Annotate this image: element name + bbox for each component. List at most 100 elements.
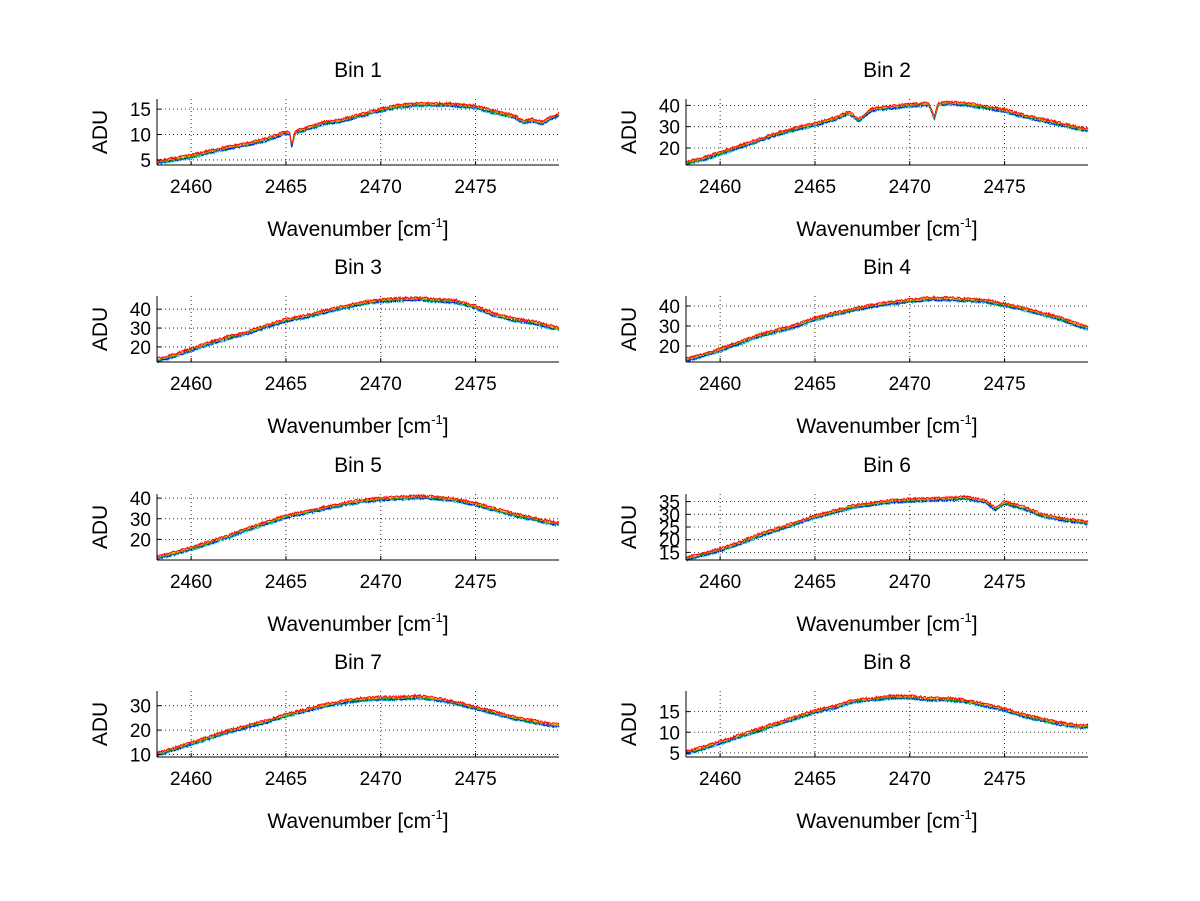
series-line-4: [685, 694, 1089, 753]
y-tick-label: 40: [659, 96, 680, 117]
series-line-3: [156, 495, 560, 559]
x-axis-label: Wavenumber [cm-1]: [796, 215, 977, 241]
series-line-3: [685, 496, 1089, 560]
subplot-title: Bin 6: [863, 454, 911, 477]
series-line-5: [685, 693, 1089, 754]
x-tick-label: 2475: [454, 769, 496, 790]
series-line-1: [156, 696, 560, 758]
x-tick-label: 2470: [889, 769, 931, 790]
x-tick-label: 2465: [794, 769, 836, 790]
subplot-title: Bin 8: [863, 651, 911, 674]
subplot-title: Bin 5: [334, 454, 382, 477]
x-tick-label: 2470: [889, 374, 931, 395]
x-tick-label: 2460: [170, 769, 212, 790]
series-line-1: [156, 298, 560, 364]
y-axis-label: ADU: [618, 702, 641, 746]
series-line-1: [156, 496, 559, 560]
y-tick-label: 40: [659, 297, 680, 318]
series-line-4: [685, 100, 1089, 164]
x-tick-label: 2460: [170, 177, 212, 198]
series-line-5: [156, 295, 560, 359]
x-tick-label: 2465: [265, 374, 307, 395]
series-line-4: [685, 296, 1089, 361]
x-tick-label: 2465: [794, 177, 836, 198]
series-line-2: [156, 297, 560, 363]
x-tick-label: 2465: [265, 177, 307, 198]
x-tick-label: 2465: [794, 572, 836, 593]
subplot-title: Bin 4: [863, 256, 911, 279]
y-tick-label: 15: [659, 703, 680, 724]
series-line-3: [685, 101, 1089, 166]
x-axis-label: Wavenumber [cm-1]: [267, 807, 448, 833]
y-tick-label: 30: [130, 697, 151, 718]
x-tick-label: 2470: [360, 177, 402, 198]
series-line-5: [685, 295, 1089, 360]
x-tick-label: 2470: [360, 572, 402, 593]
series-line-4: [156, 494, 560, 559]
y-tick-label: 20: [659, 531, 680, 552]
subplot-title: Bin 1: [334, 59, 382, 82]
y-tick-label: 40: [130, 300, 151, 321]
series-line-4: [156, 694, 560, 755]
y-tick-label: 20: [659, 139, 680, 160]
y-axis-label: ADU: [89, 110, 112, 154]
series-line-5: [156, 493, 560, 558]
y-tick-label: 5: [140, 151, 151, 172]
x-tick-label: 2460: [170, 572, 212, 593]
x-tick-label: 2465: [265, 572, 307, 593]
y-axis-label: ADU: [89, 702, 112, 746]
y-tick-label: 30: [130, 319, 151, 340]
y-axis-label: ADU: [618, 307, 641, 351]
series-line-2: [685, 695, 1089, 755]
series-line-1: [685, 102, 1089, 166]
series-line-3: [156, 694, 560, 756]
x-tick-label: 2470: [889, 572, 931, 593]
x-tick-label: 2470: [360, 374, 402, 395]
x-tick-label: 2475: [454, 177, 496, 198]
y-axis-label: ADU: [618, 110, 641, 154]
y-tick-label: 40: [130, 489, 151, 510]
x-axis-label: Wavenumber [cm-1]: [267, 215, 448, 241]
x-tick-label: 2475: [454, 374, 496, 395]
series-line-5: [685, 100, 1089, 163]
series-line-2: [686, 496, 1089, 561]
y-axis-label: ADU: [89, 505, 112, 549]
x-axis-label: Wavenumber [cm-1]: [796, 807, 977, 833]
series-line-5: [156, 693, 560, 755]
x-tick-label: 2465: [794, 374, 836, 395]
y-tick-label: 20: [130, 530, 151, 551]
y-tick-label: 20: [659, 337, 680, 358]
x-axis-label: Wavenumber [cm-1]: [796, 412, 977, 438]
y-tick-label: 20: [130, 338, 151, 359]
y-tick-label: 30: [659, 317, 680, 338]
series-line-2: [156, 495, 560, 561]
subplot-title: Bin 2: [863, 59, 911, 82]
y-tick-label: 25: [659, 518, 680, 539]
x-axis-label: Wavenumber [cm-1]: [796, 610, 977, 636]
y-axis-label: ADU: [89, 307, 112, 351]
subplot-bin-1: Bin 1 2460 2465 2470 2475 5 10 15 ADU Wavenumber …: [89, 59, 560, 241]
y-tick-label: 30: [659, 118, 680, 139]
series-line-3: [685, 694, 1089, 755]
x-tick-label: 2475: [983, 374, 1025, 395]
x-tick-label: 2460: [699, 572, 741, 593]
series-line-1: [685, 696, 1089, 756]
y-tick-label: 15: [130, 100, 151, 121]
series-line-2: [156, 696, 560, 758]
x-tick-label: 2475: [983, 177, 1025, 198]
x-tick-label: 2465: [265, 769, 307, 790]
x-tick-label: 2460: [699, 769, 741, 790]
y-tick-label: 10: [659, 723, 680, 744]
y-tick-label: 35: [659, 493, 680, 514]
x-tick-label: 2460: [170, 374, 212, 395]
series-line-5: [685, 494, 1089, 559]
series-line-3: [156, 297, 560, 362]
series-line-1: [685, 497, 1089, 562]
x-axis-label: Wavenumber [cm-1]: [267, 610, 448, 636]
y-tick-label: 15: [659, 543, 680, 564]
y-tick-label: 30: [659, 505, 680, 526]
